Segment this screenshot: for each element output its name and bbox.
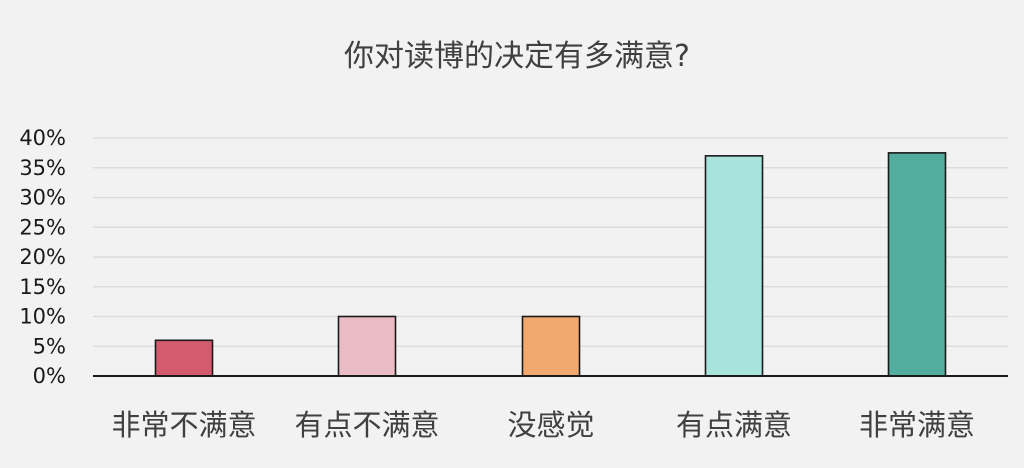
x-tick-label: 有点不满意 (294, 408, 439, 442)
chart-title: 你对读博的决定有多满意? (344, 39, 690, 74)
x-tick-label: 没感觉 (507, 408, 594, 442)
y-tick-label: 35% (19, 156, 66, 180)
y-tick-label: 40% (19, 126, 66, 150)
gridlines (93, 137, 1008, 347)
y-tick-label: 25% (19, 215, 66, 239)
x-tick-label: 有点满意 (676, 408, 792, 442)
bar (521, 315, 581, 377)
y-tick-label: 30% (19, 186, 66, 210)
x-tick-label: 非常不满意 (111, 408, 256, 442)
x-tick-label: 非常满意 (859, 408, 975, 442)
y-tick-label: 10% (19, 305, 66, 329)
y-tick-label: 15% (19, 275, 66, 299)
y-axis-tick-labels: 0% 5% 10% 15% 20% 25% 30% 35% 40% (19, 126, 66, 388)
y-tick-label: 5% (33, 334, 66, 358)
bar (154, 339, 214, 377)
bars (154, 152, 947, 377)
x-axis-tick-labels: 非常不满意 有点不满意 没感觉 有点满意 非常满意 (111, 408, 975, 442)
y-tick-label: 0% (33, 364, 66, 388)
bar (887, 152, 947, 377)
bar (704, 155, 764, 377)
y-tick-label: 20% (19, 245, 66, 269)
bar (337, 315, 397, 377)
